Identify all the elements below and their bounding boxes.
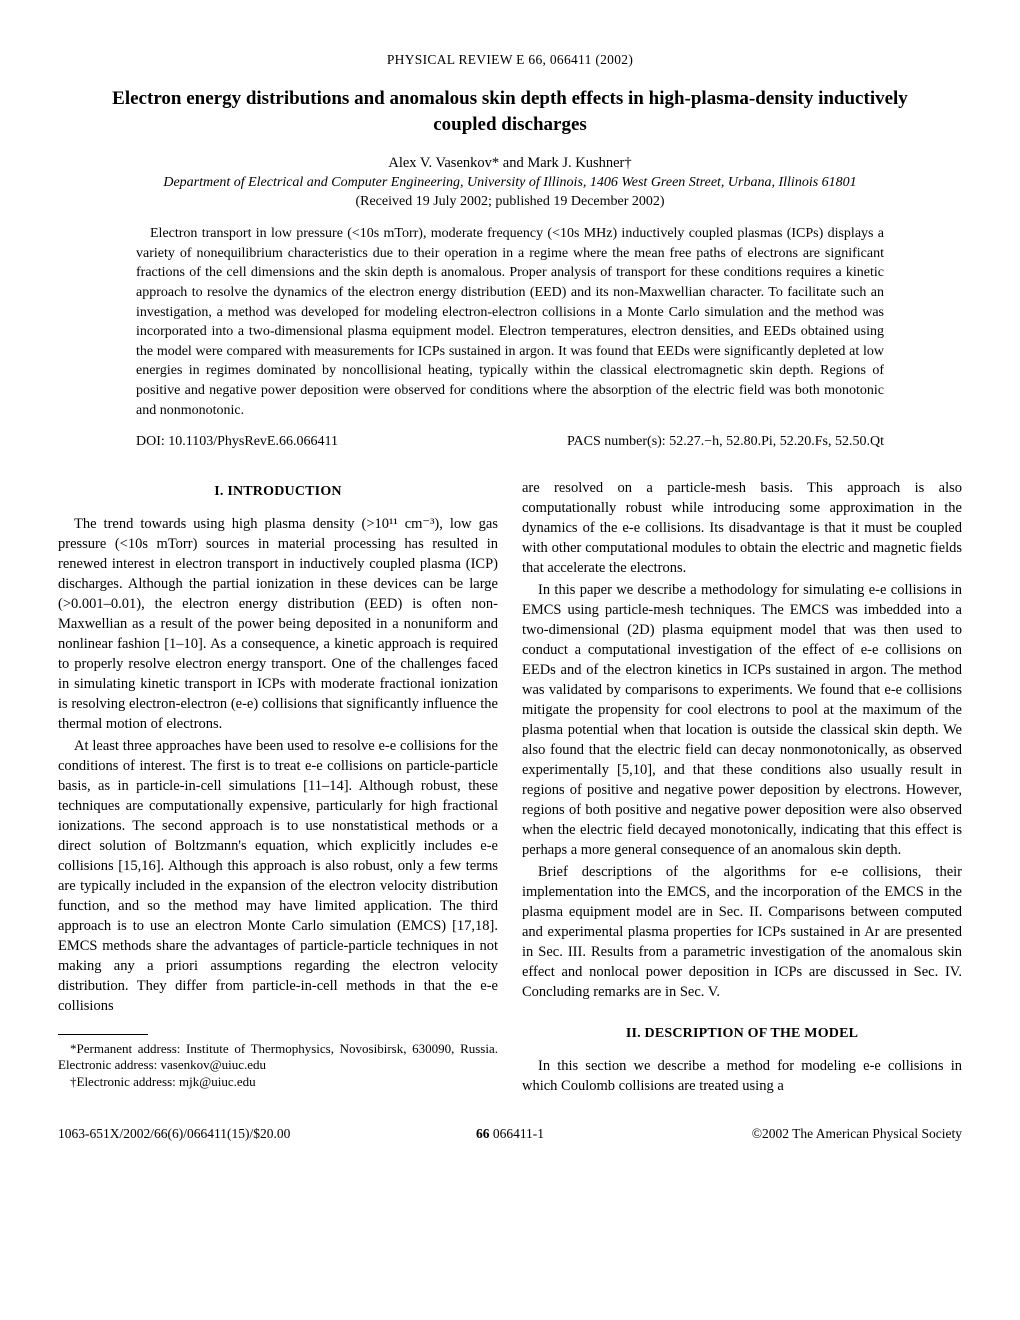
journal-header: PHYSICAL REVIEW E 66, 066411 (2002) bbox=[58, 52, 962, 68]
article-title: Electron energy distributions and anomal… bbox=[88, 86, 932, 137]
footer-page-number: 66 066411-1 bbox=[476, 1126, 544, 1142]
footnote-permanent-address: *Permanent address: Institute of Thermop… bbox=[58, 1041, 498, 1075]
received-published-dates: (Received 19 July 2002; published 19 Dec… bbox=[58, 194, 962, 210]
authors: Alex V. Vasenkov* and Mark J. Kushner† bbox=[58, 155, 962, 172]
affiliation: Department of Electrical and Computer En… bbox=[58, 175, 962, 191]
section-heading-model: II. DESCRIPTION OF THE MODEL bbox=[522, 1024, 962, 1043]
page-footer: 1063-651X/2002/66(6)/066411(15)/$20.00 6… bbox=[58, 1126, 962, 1142]
body-paragraph: At least three approaches have been used… bbox=[58, 736, 498, 1016]
body-paragraph: In this section we describe a method for… bbox=[522, 1056, 962, 1096]
body-paragraph: are resolved on a particle-mesh basis. T… bbox=[522, 478, 962, 578]
abstract: Electron transport in low pressure (<10s… bbox=[136, 224, 884, 420]
body-paragraph: Brief descriptions of the algorithms for… bbox=[522, 862, 962, 1002]
body-columns: I. INTRODUCTION The trend towards using … bbox=[58, 478, 962, 1097]
footer-issn: 1063-651X/2002/66(6)/066411(15)/$20.00 bbox=[58, 1126, 290, 1142]
section-heading-introduction: I. INTRODUCTION bbox=[58, 482, 498, 501]
footnote-electronic-address: †Electronic address: mjk@uiuc.edu bbox=[58, 1074, 498, 1091]
doi: DOI: 10.1103/PhysRevE.66.066411 bbox=[136, 434, 338, 450]
body-paragraph: The trend towards using high plasma dens… bbox=[58, 514, 498, 734]
footnote-rule bbox=[58, 1034, 148, 1035]
pacs-numbers: PACS number(s): 52.27.−h, 52.80.Pi, 52.2… bbox=[567, 434, 884, 450]
body-paragraph: In this paper we describe a methodology … bbox=[522, 580, 962, 860]
doi-pacs-row: DOI: 10.1103/PhysRevE.66.066411 PACS num… bbox=[136, 434, 884, 450]
footer-copyright: ©2002 The American Physical Society bbox=[752, 1126, 962, 1142]
